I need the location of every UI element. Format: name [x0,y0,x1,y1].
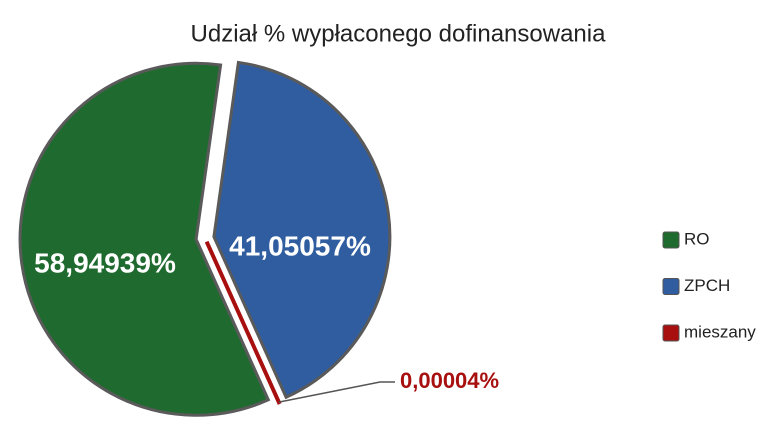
pie-slice [18,61,271,417]
data-label: 0,00004% [400,368,499,393]
chart-title: Udział % wypłaconego dofinansowania [191,20,607,47]
pie-slice [212,60,392,400]
legend-label: ZPCH [684,276,730,295]
legend-label: mieszany [684,322,756,341]
legend-label: RO [684,229,710,248]
legend-swatch [662,324,680,342]
leader-line [278,381,395,403]
legend-swatch [662,278,680,295]
data-label: 58,94939% [34,247,176,278]
data-label: 41,05057% [229,230,371,261]
legend-swatch [662,231,680,249]
